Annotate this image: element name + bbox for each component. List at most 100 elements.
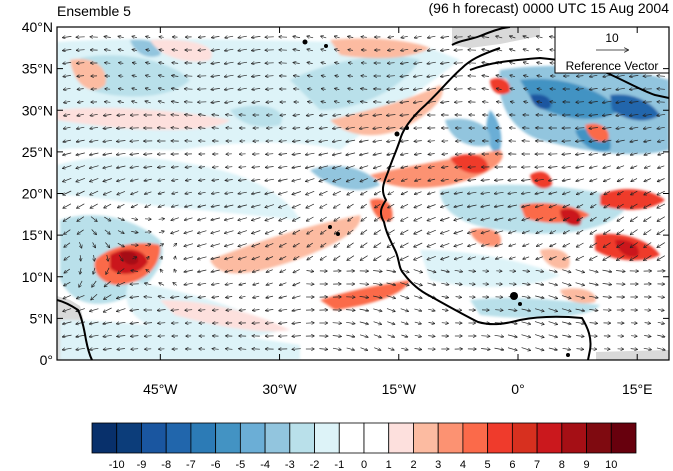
wind-vector <box>563 229 570 233</box>
wind-vector <box>657 242 665 248</box>
wind-vector <box>657 322 664 323</box>
wind-vector <box>308 102 313 103</box>
wind-vector <box>199 128 206 129</box>
blue-region <box>470 297 600 318</box>
wind-vector <box>414 308 421 311</box>
wind-vector <box>346 165 355 169</box>
wind-vector <box>617 216 625 221</box>
wind-vector <box>630 75 639 76</box>
wind-vector <box>76 190 85 195</box>
wind-vector <box>508 217 517 220</box>
wind-vector <box>361 102 368 103</box>
lat-tick-label: 30°N <box>22 102 53 118</box>
wind-vector <box>427 62 436 64</box>
wind-vector <box>64 268 70 273</box>
wind-vector <box>481 336 489 337</box>
wind-vector <box>265 179 274 181</box>
wind-vector <box>481 349 490 350</box>
wind-vector <box>306 203 315 208</box>
wind-vector <box>198 256 207 259</box>
coastline-south-america <box>57 299 93 360</box>
wind-vector <box>590 165 598 168</box>
wind-vector <box>644 178 651 182</box>
wind-vector <box>157 310 166 311</box>
wind-vector <box>497 102 502 103</box>
wind-vector <box>184 230 193 234</box>
wind-vector <box>334 255 341 260</box>
wind-vector <box>482 62 490 63</box>
wind-vector <box>252 88 261 89</box>
wind-vector <box>172 50 178 51</box>
wind-vector <box>441 217 450 221</box>
wind-vector <box>64 229 71 235</box>
colorbar-label: 10 <box>605 459 617 471</box>
wind-vector <box>104 216 110 221</box>
wind-vector <box>117 191 126 194</box>
wind-vector <box>198 230 207 234</box>
wind-vector <box>171 115 179 116</box>
wind-vector <box>548 308 558 312</box>
wind-vector <box>252 179 261 180</box>
wind-vector <box>590 229 597 234</box>
wind-vector <box>131 336 139 337</box>
wind-vector <box>401 166 409 168</box>
wind-vector <box>657 190 665 195</box>
wind-vector <box>441 323 448 324</box>
colorbar-swatch <box>116 422 142 454</box>
wind-vector <box>293 295 301 298</box>
wind-vector <box>90 114 98 115</box>
wind-vector <box>238 243 247 247</box>
wind-vector <box>103 335 112 336</box>
wind-vector <box>441 75 450 76</box>
wind-vector <box>427 204 436 208</box>
wind-vector <box>103 348 112 349</box>
wind-vector <box>535 347 543 351</box>
wind-vector <box>92 242 96 247</box>
wind-vector <box>77 203 85 208</box>
wind-vector <box>279 154 288 155</box>
wind-vector <box>266 283 273 285</box>
wind-vector <box>562 166 571 167</box>
wind-vector <box>537 89 542 90</box>
wind-vector <box>442 166 449 167</box>
wind-vector <box>172 63 179 64</box>
wind-vector <box>630 127 639 129</box>
wind-vector <box>387 334 395 337</box>
wind-vector <box>239 283 246 285</box>
wind-vector <box>577 242 584 247</box>
wind-vector <box>400 115 409 116</box>
wind-vector <box>387 140 396 141</box>
wind-vector <box>483 102 489 103</box>
wind-vector <box>321 229 327 234</box>
colorbar-label: -4 <box>260 459 270 471</box>
wind-vector <box>64 127 71 129</box>
wind-vector <box>132 50 137 51</box>
blue-region <box>230 105 282 127</box>
wind-vector <box>428 322 435 323</box>
wind-vector <box>117 322 126 323</box>
wind-vector <box>103 307 112 312</box>
colorbar-swatch <box>437 422 464 454</box>
wind-vector <box>361 89 368 90</box>
wind-vector <box>644 216 652 222</box>
wind-vector <box>414 88 423 90</box>
wind-vector <box>441 192 450 194</box>
red-region <box>470 228 501 247</box>
wind-vector <box>105 242 109 248</box>
wind-vector <box>401 242 409 247</box>
wind-vector <box>306 271 314 272</box>
wind-vector <box>104 50 111 51</box>
wind-vector <box>388 178 395 182</box>
wind-vector <box>265 217 274 220</box>
colorbar-label: -9 <box>137 459 147 471</box>
wind-vector <box>279 216 288 221</box>
wind-vector <box>185 192 192 194</box>
wind-vector <box>563 242 571 246</box>
wind-vector <box>103 140 112 141</box>
wind-vector <box>523 36 530 38</box>
wind-vector <box>510 75 516 76</box>
wind-vector <box>631 336 637 337</box>
wind-vector <box>373 114 382 115</box>
wind-vector <box>509 230 517 234</box>
wind-vector <box>522 192 531 194</box>
